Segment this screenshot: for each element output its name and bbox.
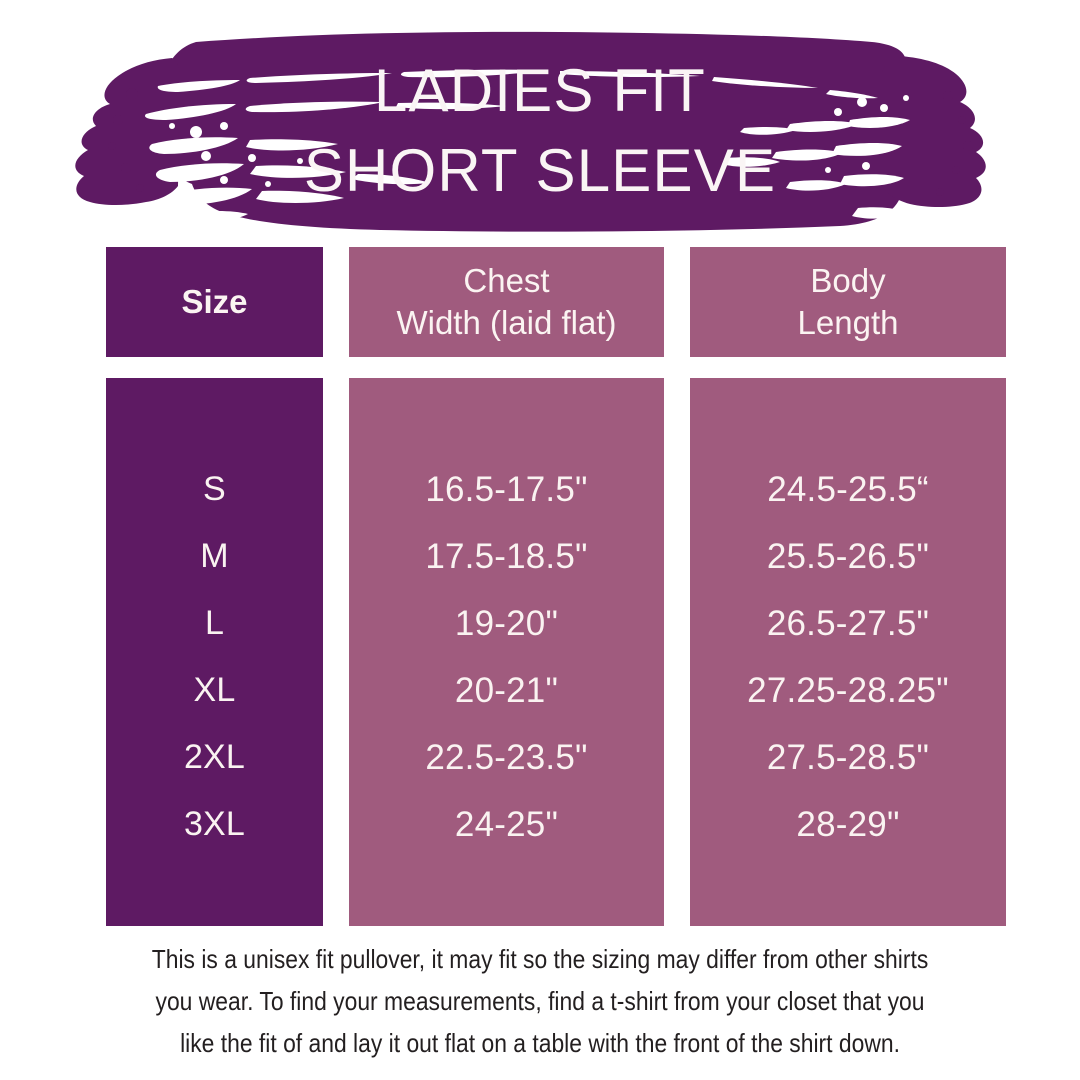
column-gap-2 [664,247,690,357]
column-chest-width: 16.5-17.5" 17.5-18.5" 19-20" 20-21" 22.5… [349,378,664,926]
column-gap-1 [323,247,349,357]
column-body-length: 24.5-25.5“ 25.5-26.5" 26.5-27.5" 27.25-2… [690,378,1006,926]
footer-line-3: like the fit of and lay it out flat on a… [180,1028,900,1059]
cell-size-0: S [203,470,226,508]
size-chart-table: Size Chest Width (laid flat) Body Length… [106,247,1006,926]
cell-body-4: 27.5-28.5" [766,737,930,777]
cell-body-2: 26.5-27.5" [766,603,930,643]
cell-chest-4: 22.5-23.5" [425,737,588,777]
column-gap-3 [323,378,349,926]
header-label-chest-line-2: Width (laid flat) [396,304,617,341]
header-cell-chest-width: Chest Width (laid flat) [349,247,664,357]
cell-chest-1: 17.5-18.5" [425,536,588,576]
cell-chest-5: 24-25" [454,804,559,844]
cell-size-1: M [200,537,229,575]
header-label-size: Size [181,282,248,320]
header-label-body-line-2: Length [797,304,899,341]
cell-size-2: L [204,604,225,642]
footer-line-2: you wear. To find your measurements, fin… [155,986,925,1017]
cell-chest-2: 19-20" [454,603,559,643]
column-size: S M L XL 2XL 3XL [106,378,323,926]
brushstroke-shape [75,31,986,232]
header-label-body-line-1: Body [810,261,886,299]
header-cell-body-length: Body Length [690,247,1006,357]
cell-size-3: XL [193,671,236,709]
table-header-row: Size Chest Width (laid flat) Body Length [106,247,1006,357]
cell-body-3: 27.25-28.25" [747,670,949,710]
cell-chest-3: 20-21" [454,670,559,710]
footer-note: This is a unisex fit pullover, it may fi… [90,938,990,1064]
cell-size-5: 3XL [183,805,246,843]
cell-body-0: 24.5-25.5“ [767,469,929,509]
header-cell-size: Size [106,247,323,357]
column-gap-4 [664,378,690,926]
cell-size-4: 2XL [183,738,246,776]
title-banner: LADIES FIT SHORT SLEEVE [0,28,1080,234]
cell-body-5: 28-29" [796,804,900,844]
table-body: S M L XL 2XL 3XL 16.5-17.5" 17.5-18.5" 1… [106,378,1006,926]
footer-line-1: This is a unisex fit pullover, it may fi… [151,944,929,974]
cell-body-1: 25.5-26.5" [766,536,930,576]
header-label-chest-line-1: Chest [463,261,550,299]
cell-chest-0: 16.5-17.5" [425,469,588,509]
